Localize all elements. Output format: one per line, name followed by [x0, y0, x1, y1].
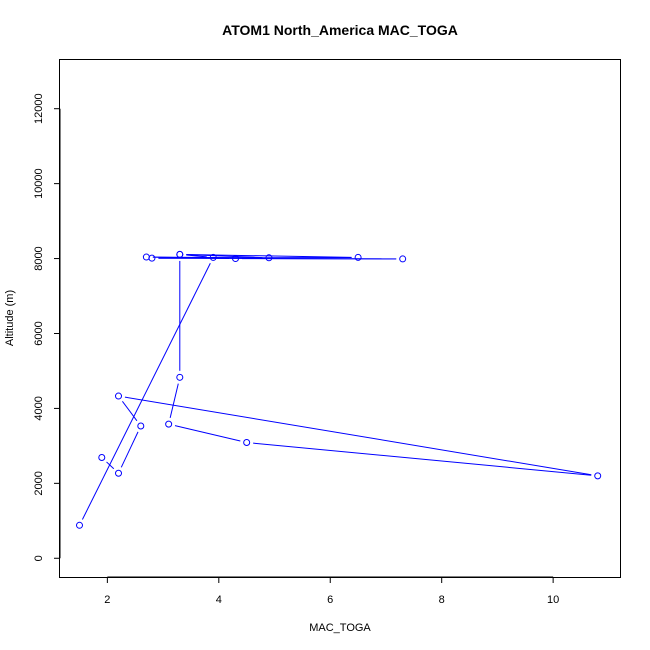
x-tick-label: 8 [439, 594, 445, 606]
series-segment [186, 254, 263, 259]
y-tick-label: 10000 [33, 168, 45, 199]
data-point [176, 373, 184, 381]
series-segment [124, 396, 592, 476]
data-point [148, 254, 156, 262]
data-point [354, 253, 362, 261]
series-segment [81, 263, 211, 520]
data-point [76, 521, 84, 529]
data-point [98, 453, 106, 461]
series-segment [186, 254, 207, 258]
y-tick-label: 2000 [33, 471, 45, 495]
data-point [399, 255, 407, 263]
series-segment [152, 256, 263, 259]
data-point [176, 250, 184, 258]
data-point [115, 392, 123, 400]
chart-title: ATOM1 North_America MAC_TOGA [222, 22, 458, 38]
x-axis-label: MAC_TOGA [309, 622, 371, 634]
x-tick-label: 2 [104, 594, 110, 606]
y-tick-label: 8000 [33, 246, 45, 270]
y-tick-label: 12000 [33, 93, 45, 124]
x-tick-label: 4 [216, 594, 222, 606]
data-series [76, 250, 602, 529]
data-point [115, 469, 123, 477]
y-tick-label: 6000 [33, 321, 45, 345]
data-point [165, 420, 173, 428]
data-point [243, 439, 251, 447]
y-tick-label: 4000 [33, 396, 45, 420]
series-segment [174, 425, 241, 442]
y-axis-label: Altitude (m) [4, 290, 16, 346]
data-point [594, 472, 602, 480]
plot-frame [59, 59, 621, 578]
series-segment [253, 442, 592, 476]
y-axis: 0 2000 4000 6000 8000 10000 12000 [33, 93, 61, 561]
series-segment [120, 431, 139, 468]
series-segment [121, 400, 138, 422]
x-tick-label: 6 [327, 594, 333, 606]
data-point [137, 422, 145, 430]
data-point [142, 253, 150, 261]
series-segment [169, 383, 179, 418]
series-segment [186, 254, 352, 258]
data-point [265, 254, 273, 262]
data-point [232, 255, 240, 263]
y-tick-label: 0 [33, 555, 45, 561]
x-tick-label: 10 [547, 594, 559, 606]
x-axis: 2 4 6 8 10 [104, 576, 559, 606]
data-point [209, 253, 217, 261]
series-segment [106, 461, 115, 470]
